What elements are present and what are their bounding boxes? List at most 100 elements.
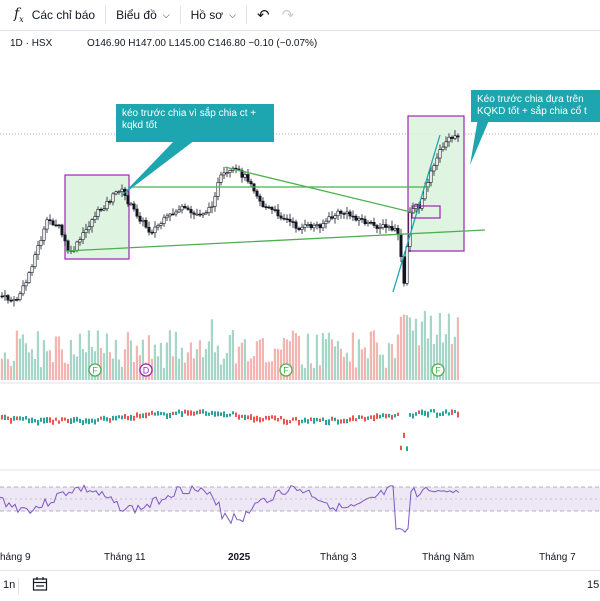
redo-button[interactable]: ↷ [276,0,301,30]
volume-bar [147,335,150,380]
oscillator-bar [286,419,288,425]
candle-body [327,216,331,222]
undo-button[interactable]: ↶ [251,0,276,30]
oscillator-bar [325,420,327,426]
oscillator-bar [424,410,426,416]
volume-bar [279,349,282,380]
time-label: 2025 [228,552,251,563]
volume-bar [96,330,99,380]
volume-bar [399,316,402,380]
oscillator-bar [244,414,246,421]
oscillator-bar [136,412,138,418]
volume-bar [219,364,222,380]
trendline-rally[interactable] [392,134,441,293]
volume-bar [153,344,156,380]
oscillator-bar [358,415,360,420]
volume-bar [189,342,192,380]
volume-bar [45,351,48,380]
candle-body [447,136,451,143]
candle-body [408,212,412,247]
candle-body [429,170,433,183]
event-marker-circle[interactable] [431,363,445,377]
candle-body [18,293,22,300]
volume-bar [237,346,240,380]
candle-body [66,240,70,252]
candle-body [396,227,400,235]
oscillator-bar [145,412,147,419]
candle-body [399,234,403,257]
low-value: L145.00 [168,38,205,49]
chart-type-dropdown[interactable]: Biểu đồ ⌵ [110,0,176,30]
consolidation-box[interactable] [411,205,441,219]
oscillator-bar [214,411,216,417]
volume-bar [327,332,330,380]
event-marker-circle[interactable] [139,363,153,377]
undo-icon: ↶ [256,7,270,24]
event-marker-circle[interactable] [279,363,293,377]
event-marker-circle[interactable] [88,363,102,377]
candle-body [267,206,271,209]
oscillator-bar [322,417,324,422]
oscillator-bar [85,418,87,424]
calendar-range-icon[interactable] [32,576,48,595]
candle-body [351,215,355,218]
trendline-support[interactable] [64,229,486,252]
candle-body [108,201,112,203]
highlight-box-left[interactable] [64,174,130,260]
volume-bar [405,315,408,380]
candle-body [324,220,328,224]
profile-dropdown[interactable]: Hồ sơ ⌵ [185,0,242,30]
oscillator-bar [169,412,171,419]
indicators-button[interactable]: fx Các chỉ báo [0,0,101,30]
time-axis[interactable]: háng 9 Tháng 11 2025 Tháng 3 Tháng Năm T… [0,548,600,566]
oscillator-bar [52,419,54,425]
volume-bar [165,342,168,380]
range-1n-button[interactable]: 1n [3,579,16,591]
candle-body [81,232,85,240]
candle-body [426,182,430,187]
callout-right-pointer [470,118,490,165]
volume-bar [450,343,453,380]
volume-bar [378,354,381,380]
oscillator-bar [361,415,363,419]
volume-bar [39,367,42,380]
toolbar-divider [105,6,107,24]
candle-body [441,146,445,150]
volume-bar [357,339,360,380]
oscillator-bar [58,420,60,424]
volume-bar [60,349,63,380]
volume-bar [117,359,120,380]
callout-right[interactable]: Kéo trước chia đựa trên KQKD tốt + sắp c… [471,90,600,122]
candle-body [456,135,460,138]
oscillator-bar [403,432,405,439]
trendline-resistance[interactable] [224,166,416,214]
candle-body [57,224,61,227]
candle-body [303,224,307,228]
candle-body [63,234,67,242]
candle-body [453,135,457,139]
candle-body [195,213,199,216]
candle-body [168,213,172,217]
candle-body [243,174,247,178]
volume-bar [429,315,432,380]
callout-left[interactable]: kéo trước chia vì sắp chia ct + kqkd tốt [116,104,274,142]
candle-body [114,191,118,195]
volume-bar [381,354,384,380]
oscillator-bar [331,416,333,421]
volume-bar [375,342,378,380]
candle-body [438,149,442,159]
volume-bar [201,357,204,380]
oscillator-bar [13,416,15,421]
candle-body [372,222,376,226]
candle-body [24,282,28,287]
oscillator-bar [10,417,12,424]
candle-body [186,207,190,210]
oscillator-bar [28,418,30,424]
oscillator-bar [16,416,18,421]
candle-body [312,224,316,229]
fx-icon: fx [14,6,24,24]
volume-bar [387,343,390,380]
candle-body [36,245,40,256]
interval-label[interactable]: 1D · HSX [10,38,53,49]
